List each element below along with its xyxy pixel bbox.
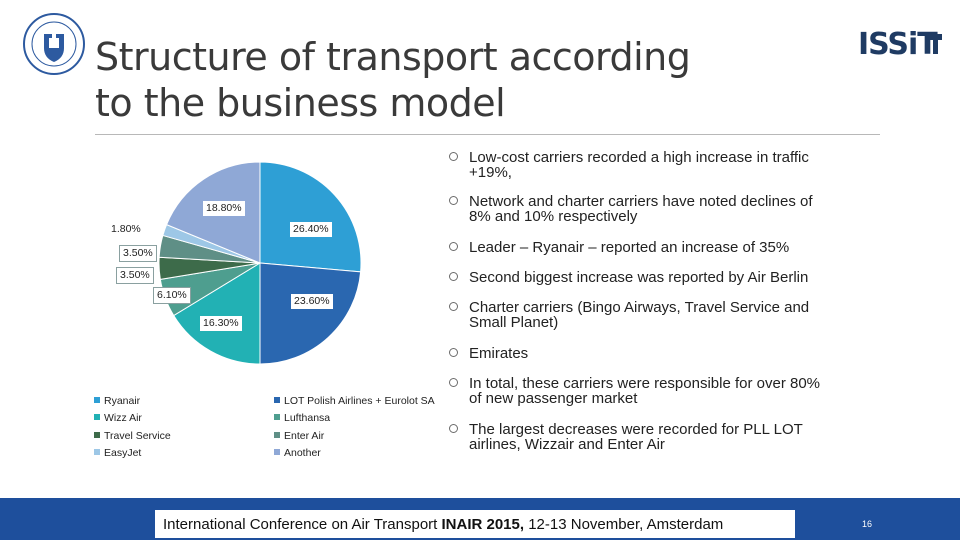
- legend-label: EasyJet: [104, 447, 142, 459]
- page-number: 16: [862, 519, 873, 529]
- legend-item-enter-air: Enter Air: [274, 430, 324, 443]
- circle-bullet-icon: [449, 348, 458, 357]
- legend-item-lot: LOT Polish Airlines + Eurolot SA: [274, 395, 435, 408]
- circle-bullet-icon: [449, 196, 458, 205]
- circle-bullet-icon: [449, 424, 458, 433]
- bullet-item: Network and charter carriers have noted …: [449, 194, 889, 224]
- circle-bullet-icon: [449, 272, 458, 281]
- slice-label-ryanair: 26.40%: [290, 222, 332, 237]
- footer-prefix: International Conference on Air Transpor…: [163, 516, 442, 533]
- legend-item-travel-service: Travel Service: [94, 430, 171, 443]
- legend-swatch: [94, 397, 100, 403]
- legend-item-wizz-air: Wizz Air: [94, 412, 142, 425]
- bullet-text-cont: +19%,: [469, 164, 512, 181]
- bullet-item: Low-cost carriers recorded a high increa…: [449, 150, 889, 180]
- footer-bar: International Conference on Air Transpor…: [0, 498, 960, 540]
- legend-label: Another: [284, 447, 321, 459]
- legend-label: LOT Polish Airlines + Eurolot SA: [284, 395, 435, 407]
- circle-bullet-icon: [449, 242, 458, 251]
- legend-swatch: [94, 414, 100, 420]
- legend-swatch: [274, 414, 280, 420]
- pie-chart-svg: [158, 161, 362, 365]
- market-share-pie-chart: 26.40% 23.60% 16.30% 6.10% 3.50% 3.50% 1…: [105, 160, 455, 375]
- chart-legend: Ryanair Wizz Air Travel Service EasyJet …: [94, 395, 454, 465]
- pie-slice-wizz-air: [173, 262, 261, 365]
- bullet-text-cont: Small Planet): [469, 314, 559, 331]
- legend-swatch: [94, 432, 100, 438]
- slice-label-easyjet: 1.80%: [108, 222, 144, 237]
- bullet-item: Leader – Ryanair – reported an increase …: [449, 240, 889, 255]
- legend-swatch: [94, 449, 100, 455]
- slice-label-enter-air: 3.50%: [119, 245, 157, 262]
- legend-item-lufthansa: Lufthansa: [274, 412, 330, 425]
- logo-mark-icon: [928, 34, 942, 54]
- bullet-item: Second biggest increase was reported by …: [449, 270, 889, 285]
- slice-label-another: 18.80%: [203, 201, 245, 216]
- pie-slice-lot: [259, 262, 362, 365]
- legend-item-another: Another: [274, 447, 321, 460]
- legend-label: Lufthansa: [284, 412, 331, 424]
- legend-item-easyjet: EasyJet: [94, 447, 141, 460]
- title-divider: [95, 134, 880, 135]
- footer-caption-box: [155, 510, 795, 538]
- legend-label: Wizz Air: [104, 412, 142, 424]
- bullet-item: Charter carriers (Bingo Airways, Travel …: [449, 300, 889, 330]
- legend-swatch: [274, 449, 280, 455]
- bullet-text: Emirates: [469, 345, 529, 362]
- footer-bold: INAIR 2015,: [441, 516, 525, 533]
- slice-label-wizz-air: 16.30%: [200, 316, 242, 331]
- bullet-text-cont: 8% and 10% respectively: [469, 208, 638, 225]
- university-seal-logo: [23, 13, 85, 75]
- circle-bullet-icon: [449, 152, 458, 161]
- issit-logo-text: ISSiT: [858, 27, 938, 62]
- slice-label-travel-service: 3.50%: [116, 267, 154, 284]
- bullet-item: Emirates: [449, 346, 889, 361]
- title-line-1: Structure of transport according: [95, 35, 691, 79]
- pie-slice-ryanair: [259, 161, 362, 273]
- bullet-text: Network and charter carriers have noted …: [469, 193, 813, 210]
- slice-label-lot: 23.60%: [291, 294, 333, 309]
- legend-swatch: [274, 397, 280, 403]
- legend-item-ryanair: Ryanair: [94, 395, 140, 408]
- legend-label: Travel Service: [104, 430, 171, 442]
- legend-swatch: [274, 432, 280, 438]
- bullet-text: Charter carriers (Bingo Airways, Travel …: [469, 299, 810, 316]
- bullet-item: In total, these carriers were responsibl…: [449, 376, 889, 406]
- title-line-2: to the business model: [95, 81, 506, 125]
- bullet-text: The largest decreases were recorded for …: [469, 421, 803, 438]
- bullet-text: In total, these carriers were responsibl…: [469, 375, 820, 392]
- bullet-text-cont: airlines, Wizzair and Enter Air: [469, 436, 665, 453]
- page-title: Structure of transport according to the …: [95, 34, 735, 126]
- footer-conference-text: International Conference on Air Transpor…: [163, 516, 723, 533]
- bullet-text: Second biggest increase was reported by …: [469, 269, 809, 286]
- bullet-text: Leader – Ryanair – reported an increase …: [469, 239, 790, 256]
- slice-label-lufthansa: 6.10%: [153, 287, 191, 304]
- circle-bullet-icon: [449, 302, 458, 311]
- legend-label: Enter Air: [284, 430, 325, 442]
- bullet-item: The largest decreases were recorded for …: [449, 422, 889, 452]
- bullet-text: Low-cost carriers recorded a high increa…: [469, 149, 809, 166]
- circle-bullet-icon: [449, 378, 458, 387]
- footer-suffix: 12-13 November, Amsterdam: [524, 516, 724, 533]
- legend-label: Ryanair: [104, 395, 141, 407]
- issit-logo: ISSiT: [858, 26, 944, 64]
- bullet-text-cont: of new passenger market: [469, 390, 638, 407]
